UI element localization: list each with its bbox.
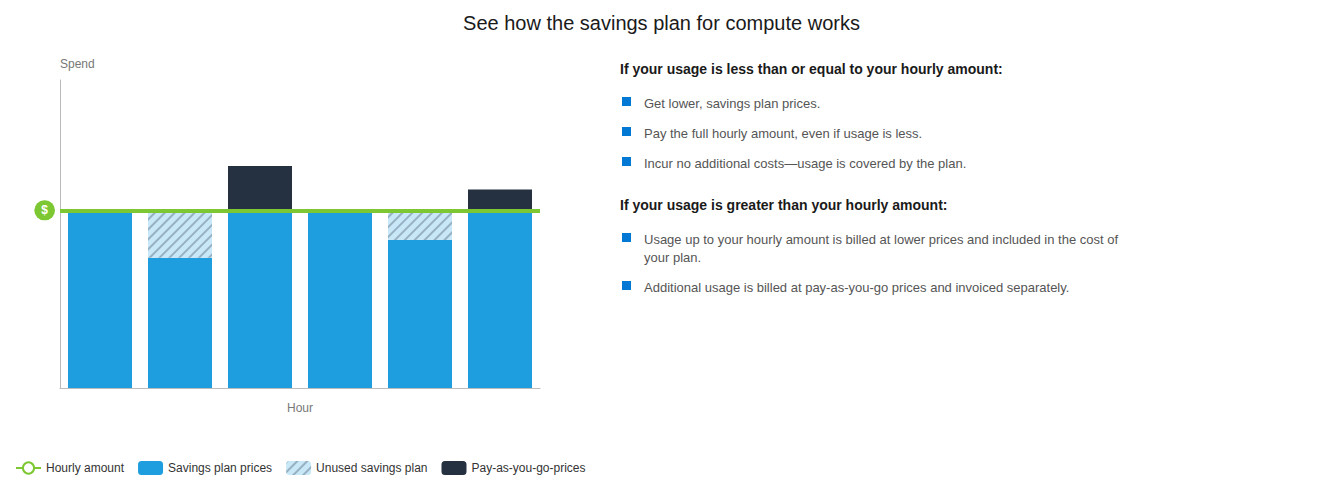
svg-text:Additional usage is billed at: Additional usage is billed at pay-as-you… — [644, 280, 1069, 295]
svg-text:Hourly amount: Hourly amount — [46, 461, 125, 475]
svg-text:$: $ — [41, 203, 48, 217]
svg-text:Get lower, savings plan prices: Get lower, savings plan prices. — [644, 96, 820, 111]
svg-text:Incur no additional costs—usag: Incur no additional costs—usage is cover… — [644, 156, 966, 171]
svg-text:If your usage is less than or: If your usage is less than or equal to y… — [620, 61, 1003, 77]
svg-text:Hour: Hour — [287, 401, 313, 415]
svg-text:Spend: Spend — [60, 57, 95, 71]
svg-text:Pay the full hourly amount, ev: Pay the full hourly amount, even if usag… — [644, 126, 922, 141]
svg-text:your plan.: your plan. — [644, 250, 701, 265]
svg-text:Savings plan prices: Savings plan prices — [168, 461, 272, 475]
svg-text:Pay-as-you-go-prices: Pay-as-you-go-prices — [471, 461, 585, 475]
svg-text:If your usage is greater than: If your usage is greater than your hourl… — [620, 197, 948, 213]
svg-text:Usage up to your hourly amount: Usage up to your hourly amount is billed… — [644, 232, 1118, 247]
svg-text:Unused savings plan: Unused savings plan — [316, 461, 427, 475]
svg-text:See how the savings plan for c: See how the savings plan for compute wor… — [463, 12, 860, 34]
